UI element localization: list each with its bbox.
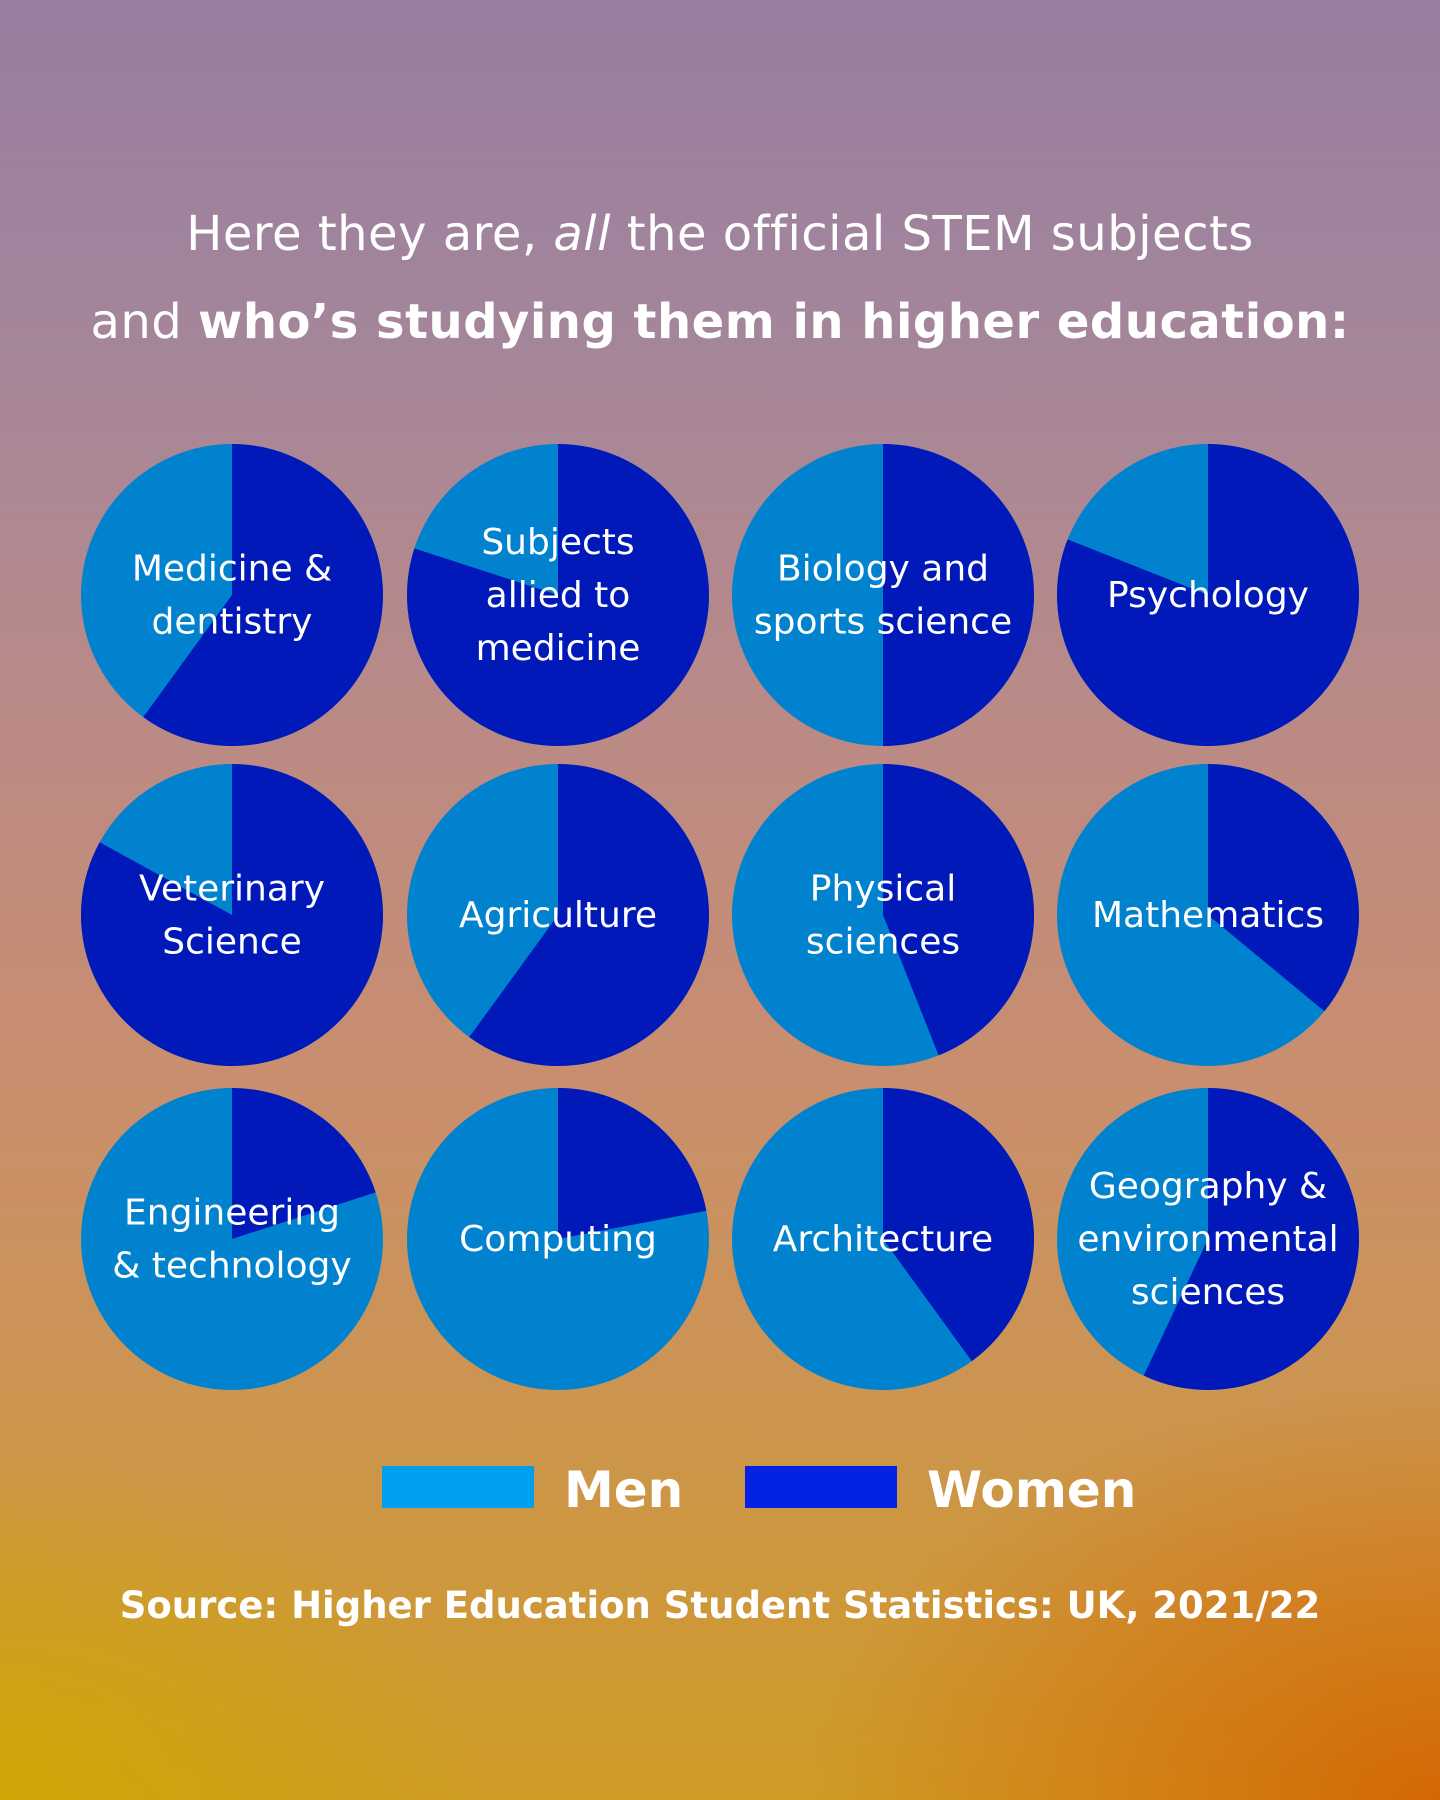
pie-label-line: medicine (476, 628, 641, 669)
pie-slice-women (407, 444, 709, 747)
pie-slice-women (1208, 764, 1360, 1012)
legend-swatch-women (745, 1466, 897, 1508)
pie-slice-women (558, 1088, 707, 1239)
pie-label-line: sciences (806, 922, 960, 963)
pie-label-line: Architecture (773, 1219, 993, 1260)
pie-label-line: Psychology (1107, 575, 1309, 616)
pie-slice-women (143, 444, 383, 746)
pie-label-line: Subjects (481, 522, 634, 563)
pie-label: Subjects allied to medicine (476, 522, 641, 669)
pie-label: Geography & environmental sciences (1077, 1166, 1338, 1313)
headline-emphasis: all (553, 206, 611, 262)
pie-slice-women (883, 444, 1034, 746)
pie-label: Engineering & technology (112, 1193, 351, 1287)
pie-label-line: Geography & (1089, 1166, 1327, 1207)
pie-label-line: Physical (810, 869, 956, 910)
pie-label: Biology and sports science (754, 549, 1012, 643)
pie-12: Geography & environmental sciences (1057, 1088, 1360, 1390)
pie-label-line: sports science (754, 602, 1012, 643)
pie-label-line: & technology (112, 1246, 351, 1287)
pie-label-line: environmental (1077, 1219, 1338, 1260)
headline-line-2: and who’s studying them in higher educat… (0, 278, 1440, 366)
pie-label-line: allied to (486, 575, 631, 616)
pie-label: Agriculture (459, 895, 657, 936)
pie-label-line: Medicine & (132, 549, 332, 590)
headline-bold: who’s studying them in higher education: (198, 294, 1350, 350)
pie-label-line: sciences (1131, 1272, 1285, 1313)
pie-slice-women (81, 763, 384, 1066)
pie-slice-women (232, 1088, 376, 1239)
pie-label-line: Agriculture (459, 895, 657, 936)
pie-label-line: Veterinary (139, 869, 325, 910)
pie-8: Mathematics (1057, 764, 1360, 1066)
pie-slice-women (883, 764, 1035, 1056)
pie-label-line: Mathematics (1092, 895, 1324, 936)
pie-4: Psychology (1056, 444, 1359, 746)
pie-label-line: Science (162, 922, 302, 963)
pie-label: Medicine & dentistry (132, 549, 332, 643)
headline-text: the official STEM subjects (610, 206, 1254, 262)
pie-9: Engineering & technology (81, 1088, 383, 1390)
pie-slice-women (883, 1088, 1035, 1362)
legend-swatch-men (382, 1466, 534, 1508)
pie-10: Computing (407, 1088, 709, 1390)
pie-label-line: Biology and (777, 549, 989, 590)
pie-slice-women (1056, 444, 1359, 746)
pie-5: Veterinary Science (81, 763, 384, 1066)
pie-label: Physical sciences (806, 869, 960, 963)
pie-label: Architecture (773, 1219, 993, 1260)
pie-label: Psychology (1107, 575, 1309, 616)
legend-label-women: Women (927, 1461, 1137, 1519)
pie-3: Biology and sports science (732, 444, 1034, 746)
pie-11: Architecture (732, 1088, 1035, 1390)
headline-text: and (90, 294, 198, 350)
pie-2: Subjects allied to medicine (407, 444, 709, 747)
legend: Men Women (0, 1461, 1440, 1526)
pie-slice-women (469, 764, 709, 1066)
pie-label: Veterinary Science (139, 869, 325, 963)
headline: Here they are, all the official STEM sub… (0, 190, 1440, 366)
headline-line-1: Here they are, all the official STEM sub… (0, 190, 1440, 278)
pie-7: Physical sciences (732, 764, 1035, 1066)
source-note: Source: Higher Education Student Statist… (119, 1584, 1321, 1627)
legend-label-men: Men (564, 1461, 684, 1519)
pie-label: Computing (459, 1219, 657, 1260)
pie-1: Medicine & dentistry (81, 444, 383, 746)
pie-label-line: Computing (459, 1219, 657, 1260)
pie-6: Agriculture (407, 764, 709, 1066)
pie-label: Mathematics (1092, 895, 1324, 936)
pie-label-line: Engineering (124, 1193, 340, 1234)
pie-label-line: dentistry (152, 602, 313, 643)
pie-slice-women (1143, 1088, 1360, 1390)
headline-text: Here they are, (186, 206, 554, 262)
